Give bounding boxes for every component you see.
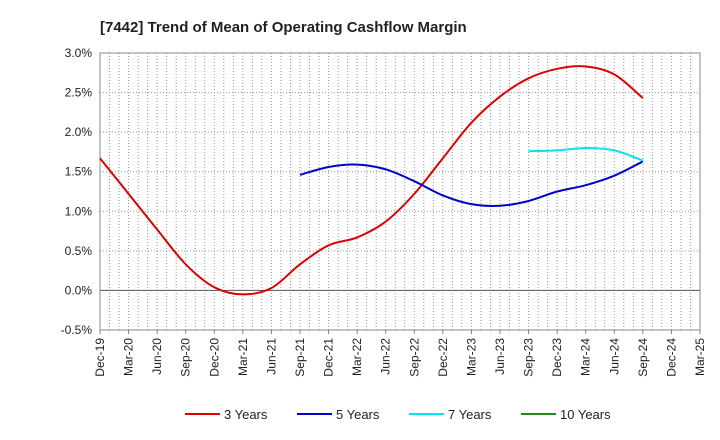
x-tick-label: Sep-23 (522, 338, 536, 377)
x-tick-label: Dec-19 (93, 338, 107, 377)
plot-border (99, 52, 701, 331)
x-tick-label: Mar-20 (122, 338, 136, 376)
x-tick-label: Dec-20 (207, 338, 221, 377)
x-tick-label: Dec-22 (436, 338, 450, 377)
chart-title: [7442] Trend of Mean of Operating Cashfl… (100, 19, 467, 36)
legend: 3 Years 5 Years 7 Years 10 Years (185, 407, 611, 422)
grid (100, 52, 700, 331)
x-tick-label: Jun-24 (607, 338, 621, 375)
x-tick-label: Jun-22 (379, 338, 393, 375)
x-tick-label: Dec-23 (550, 338, 564, 377)
legend-label-7-years: 7 Years (448, 407, 492, 422)
axes: 3.0% 2.5% 2.0% 1.5% 1.0% 0.5% 0.0% -0.5%Dec-19 M… (61, 46, 707, 377)
x-tick-label: Mar-24 (579, 338, 593, 376)
x-tick-label: Jun-20 (150, 338, 164, 375)
x-tick-label: Jun-23 (493, 338, 507, 375)
y-tick-label: 1.0% (65, 204, 93, 218)
series-lines (99, 65, 644, 296)
legend-label-3-years: 3 Years (224, 407, 268, 422)
x-tick-label: Sep-21 (293, 338, 307, 377)
plot-area (100, 53, 700, 330)
legend-label-10-years: 10 Years (560, 407, 611, 422)
x-tick-label: Sep-22 (407, 338, 421, 377)
y-tick-label: -0.5% (61, 323, 93, 337)
y-tick-label: 3.0% (65, 46, 93, 60)
series-line-5-years (299, 160, 644, 207)
x-tick-label: Sep-20 (179, 338, 193, 377)
x-tick-label: Mar-22 (350, 338, 364, 376)
y-tick-label: 0.0% (65, 283, 93, 297)
series-line-7-years (528, 146, 644, 162)
x-tick-label: Jun-21 (264, 338, 278, 375)
x-tick-label: Sep-24 (636, 338, 650, 377)
y-tick-label: 2.0% (65, 125, 93, 139)
y-tick-label: 0.5% (65, 244, 93, 258)
y-tick-label: 1.5% (65, 165, 93, 179)
y-tick-label: 2.5% (65, 86, 93, 100)
x-tick-label: Mar-23 (464, 338, 478, 376)
x-tick-label: Dec-24 (664, 338, 678, 377)
legend-label-5-years: 5 Years (336, 407, 380, 422)
x-tick-label: Dec-21 (322, 338, 336, 377)
x-tick-label: Mar-21 (236, 338, 250, 376)
x-tick-label: Mar-25 (693, 338, 707, 376)
series-line-3-years (99, 65, 644, 296)
